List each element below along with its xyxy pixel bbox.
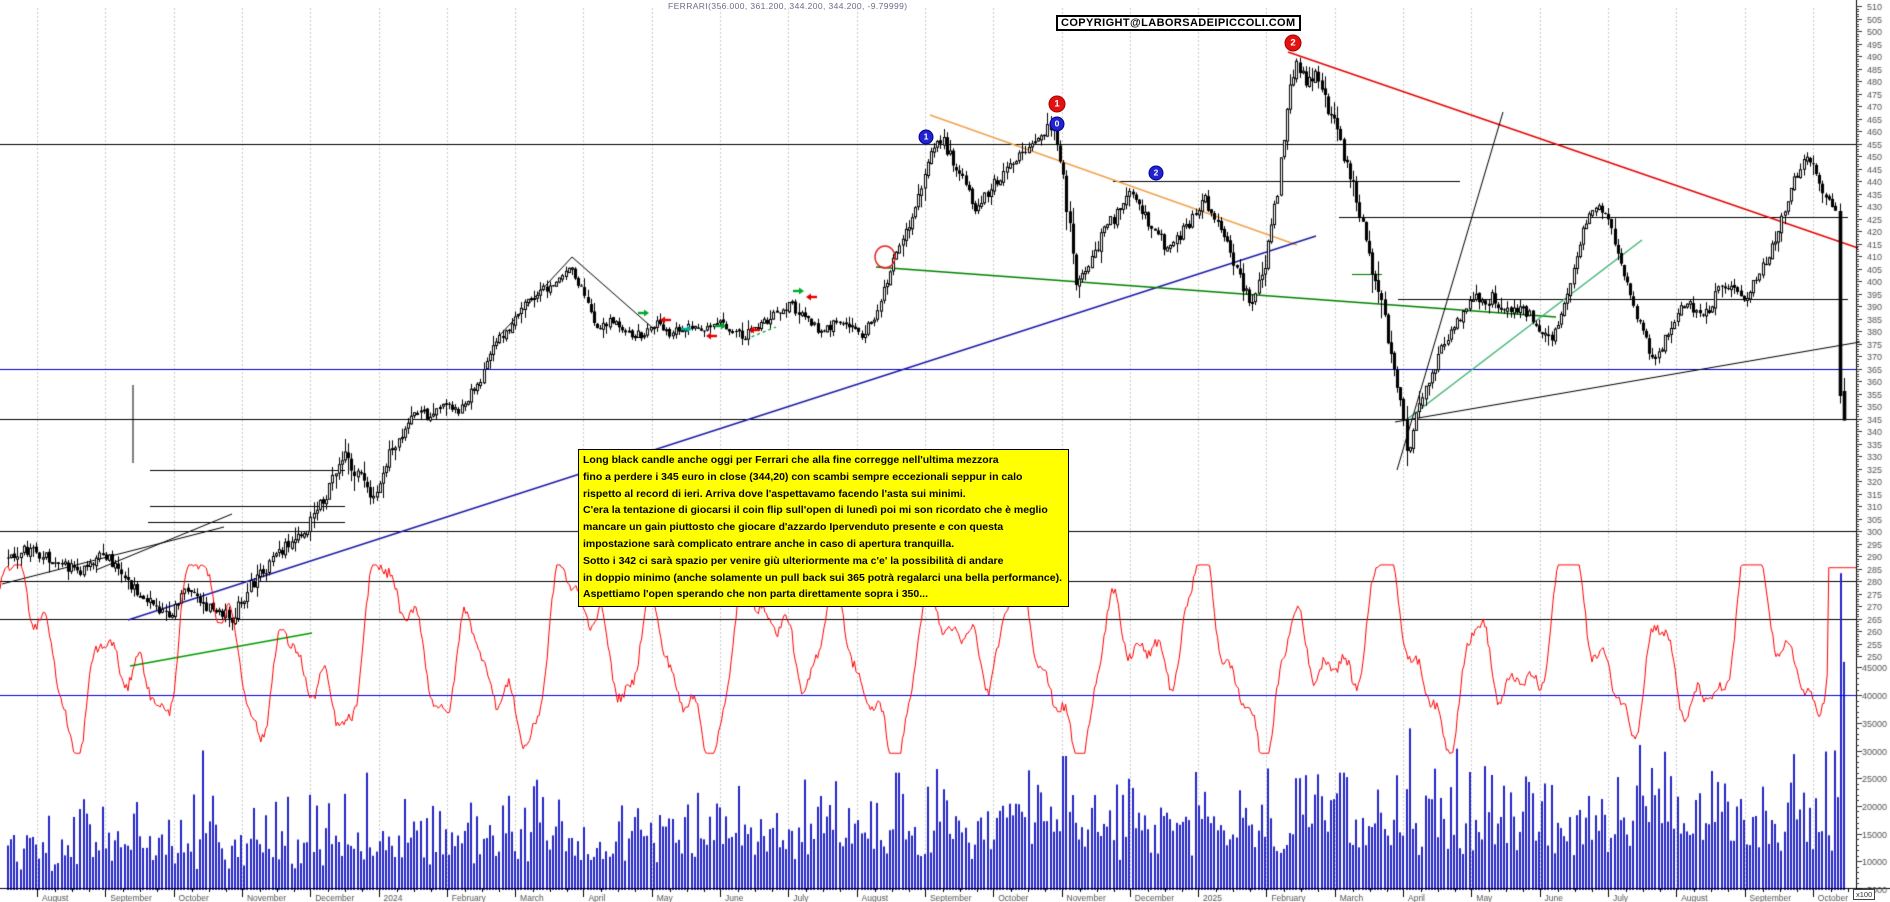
note-line: Long black candle anche oggi per Ferrari… [583,454,999,466]
volume-unit-label: x100 [1853,889,1876,900]
wave-marker-blue-0: 0 [1049,116,1065,132]
analysis-note-box: Long black candle anche oggi per Ferrari… [578,449,1070,608]
chart-title: FERRARI(356.000, 361.200, 344.200, 344.2… [668,1,908,11]
note-line: Sotto i 342 ci sarà spazio per venire gi… [583,554,1004,567]
note-line: in doppio minimo (anche solamente un pul… [583,571,1063,584]
wave-marker-blue-1: 1 [918,129,934,145]
wave-marker-blue-2: 2 [1148,165,1164,181]
note-line: impostazione sarà complicato entrare anc… [583,537,955,550]
note-line: Aspettiamo l'open sperando che non parta… [583,588,928,601]
wave-marker-red-1: 1 [1048,95,1066,113]
note-line: fino a perdere i 345 euro in close (344,… [583,470,1023,483]
wave-marker-red-2: 2 [1284,34,1302,52]
note-line: rispetto al record di ieri. Arriva dove … [583,487,966,500]
note-line: C'era la tentazione di giocarsi il coin … [583,504,1048,517]
note-line: mancare un gain piuttosto che giocare d'… [583,521,1004,534]
copyright-badge: COPYRIGHT@LABORSADEIPICCOLI.COM [1056,15,1301,31]
